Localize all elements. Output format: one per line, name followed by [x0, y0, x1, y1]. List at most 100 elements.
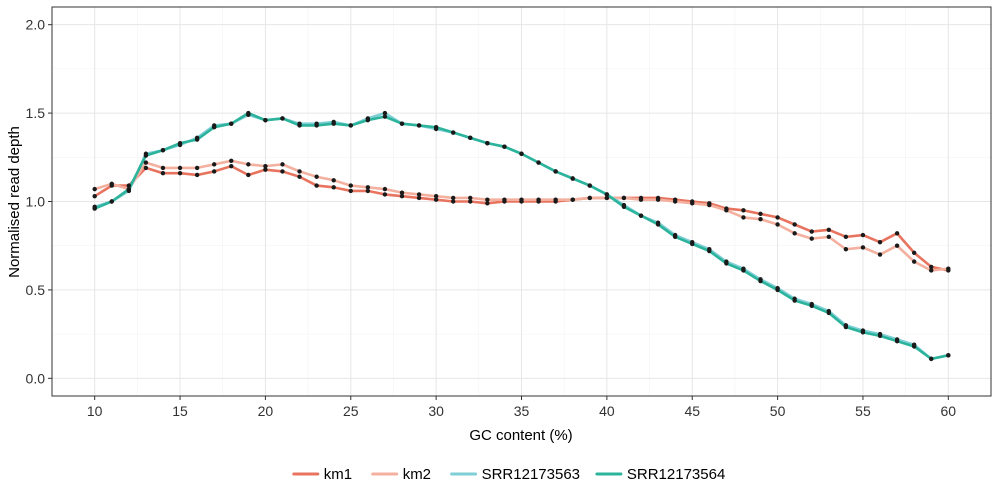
data-point	[365, 185, 371, 190]
data-point	[929, 356, 934, 362]
data-point	[382, 110, 388, 116]
data-point	[911, 344, 917, 349]
data-point	[638, 197, 644, 202]
data-point	[877, 252, 883, 257]
data-point	[143, 153, 149, 158]
y-axis: 0.0 0.5 1.0 1.5 2.0	[26, 17, 52, 386]
data-point	[655, 197, 661, 202]
data-point	[775, 222, 780, 227]
data-point	[143, 160, 149, 165]
data-point	[587, 183, 592, 188]
data-point	[792, 222, 797, 227]
y-tick-label: 0.0	[26, 370, 46, 386]
data-point	[468, 195, 473, 201]
data-point	[365, 117, 371, 123]
data-point	[211, 125, 217, 130]
legend-label: km2	[403, 466, 431, 483]
legend-label: km1	[324, 466, 352, 483]
data-point	[877, 333, 883, 339]
data-point	[929, 268, 934, 273]
data-point	[348, 188, 353, 194]
x-tick-label: 40	[599, 403, 615, 419]
data-point	[92, 194, 97, 199]
data-point	[877, 239, 883, 245]
data-point	[792, 298, 797, 303]
data-point	[263, 117, 268, 123]
data-point	[860, 245, 866, 250]
data-point	[416, 192, 422, 197]
data-point	[894, 338, 900, 344]
x-tick-label: 35	[514, 403, 530, 419]
data-point	[229, 121, 234, 126]
data-point	[433, 197, 439, 202]
data-point	[451, 195, 456, 201]
data-point	[211, 162, 217, 167]
data-point	[792, 231, 797, 236]
x-tick-label: 15	[172, 403, 188, 419]
data-point	[229, 163, 234, 169]
data-point	[92, 206, 97, 211]
data-point	[621, 204, 627, 209]
data-point	[758, 278, 763, 284]
data-point	[468, 135, 473, 141]
data-point	[638, 213, 644, 218]
data-point	[433, 194, 439, 199]
data-point	[348, 183, 353, 188]
data-point	[946, 353, 951, 358]
data-point	[775, 287, 780, 293]
y-tick-label: 0.5	[26, 282, 46, 298]
grid	[52, 7, 991, 396]
data-point	[331, 121, 336, 126]
data-point	[707, 248, 712, 254]
data-point	[570, 176, 575, 181]
data-point	[485, 201, 490, 206]
x-tick-label: 25	[343, 403, 359, 419]
legend-label: SRR12173563	[482, 466, 580, 483]
data-point	[263, 167, 268, 172]
legend-item-km1: km1	[292, 466, 352, 483]
data-point	[536, 197, 541, 202]
y-tick-label: 2.0	[26, 17, 46, 33]
data-point	[690, 241, 695, 247]
y-tick-label: 1.5	[26, 105, 46, 121]
legend: km1 km2 SRR12173563 SRR12173564	[292, 466, 725, 483]
data-point	[587, 195, 592, 201]
legend-item-srr12173563: SRR12173563	[450, 466, 580, 483]
data-point	[194, 165, 200, 171]
data-point	[502, 197, 507, 202]
data-point	[894, 243, 900, 248]
data-point	[826, 310, 832, 316]
data-point	[502, 144, 507, 149]
data-point	[177, 165, 183, 171]
data-point	[758, 216, 763, 222]
data-point	[655, 222, 661, 227]
data-point	[246, 162, 251, 167]
data-point	[860, 330, 866, 335]
data-point	[553, 169, 558, 174]
data-point	[946, 266, 951, 271]
data-point	[160, 148, 166, 153]
data-point	[314, 174, 319, 179]
data-point	[451, 130, 456, 135]
data-point	[570, 197, 575, 202]
data-point	[399, 121, 405, 126]
x-tick-label: 10	[87, 403, 103, 419]
data-point	[416, 195, 422, 201]
data-point	[246, 110, 251, 116]
data-point	[92, 186, 97, 192]
data-point	[297, 174, 302, 179]
data-point	[382, 186, 388, 192]
data-point	[775, 215, 780, 220]
series-points	[92, 110, 951, 362]
data-point	[451, 199, 456, 204]
data-point	[194, 137, 200, 142]
data-point	[297, 169, 302, 174]
data-point	[468, 199, 473, 204]
data-point	[126, 183, 132, 188]
data-point	[672, 234, 678, 240]
data-point	[382, 192, 388, 197]
data-point	[911, 259, 917, 264]
data-point	[160, 165, 166, 171]
x-tick-label: 20	[258, 403, 274, 419]
